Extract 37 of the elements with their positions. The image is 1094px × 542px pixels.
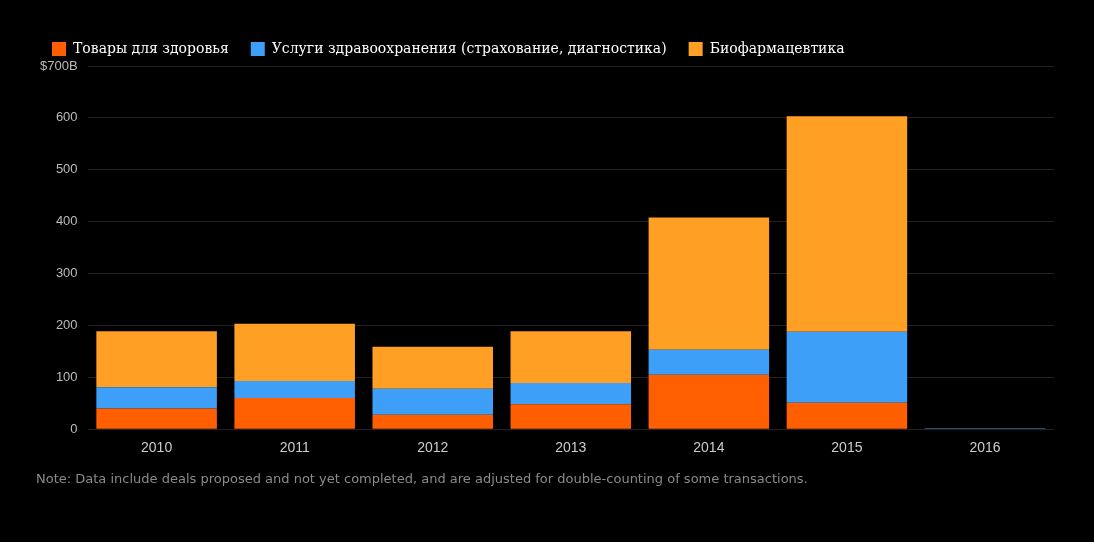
y-tick-label: 0 (70, 420, 78, 436)
y-tick-label: 300 (55, 265, 78, 281)
bar (96, 331, 217, 388)
legend-label: Биофармацевтика (709, 39, 845, 56)
bar (372, 388, 493, 415)
y-tick-label: $700B (40, 57, 78, 73)
y-tick-label: 600 (55, 109, 78, 125)
y-tick-label: 200 (55, 317, 78, 333)
y-tick-label: 100 (55, 368, 78, 384)
bar (372, 414, 493, 429)
text: Note: Data include deals proposed and not yet completed, and are adjusted for double-counting of some transactions. (36, 470, 809, 488)
bar (648, 374, 770, 429)
bar (96, 387, 217, 409)
x-tick-label: 2014 (693, 439, 725, 456)
y-tick-label: 400 (55, 213, 78, 229)
x-tick-label: 2012 (417, 439, 449, 456)
legend-label: Услуги здравоохранения (страхование, диагностика) (271, 39, 667, 56)
bar (648, 217, 770, 350)
bar (510, 404, 632, 429)
bar (234, 398, 355, 429)
bar (372, 346, 493, 389)
x-tick-label: 2016 (969, 439, 1001, 456)
bar (786, 331, 908, 403)
bar (234, 323, 355, 381)
bar (786, 116, 908, 332)
bar (510, 331, 632, 384)
y-tick-label: 500 (55, 161, 78, 177)
bar (648, 349, 770, 375)
bar (96, 408, 217, 429)
legend-label: Товары для здоровья (73, 39, 229, 56)
x-tick-label: 2015 (831, 439, 863, 456)
bar (510, 383, 632, 405)
x-tick-label: 2011 (279, 439, 310, 456)
x-tick-label: 2013 (555, 439, 587, 456)
bar (234, 380, 355, 399)
bar (786, 402, 908, 429)
x-tick-label: 2010 (141, 439, 173, 456)
